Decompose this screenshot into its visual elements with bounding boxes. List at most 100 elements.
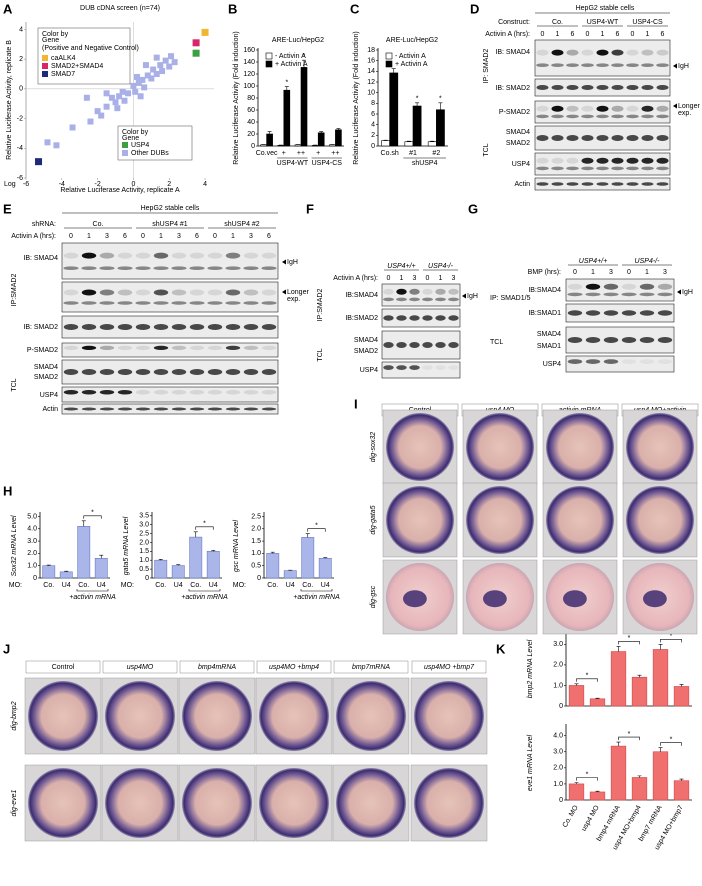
blot-band [581,182,594,186]
bar [389,72,399,147]
group-name: USP4-/- [428,263,454,270]
group-name: USP4-/- [635,258,661,265]
blot-band [225,301,241,305]
blot-band [243,345,259,350]
point [153,54,160,61]
blot-band [63,266,79,271]
panel-label: F [306,201,314,216]
point [168,53,175,60]
blot-title: HepG2 stable cells [576,5,635,12]
blot-band [641,114,654,119]
blot-band [383,342,394,348]
blot-band [261,252,277,259]
blot-band [641,166,654,171]
blot-band [656,49,669,56]
blot-band [99,289,115,296]
y-tick-label: 2.0 [139,539,149,546]
bar [294,144,302,147]
blot-band [585,310,601,316]
blot-band [153,289,169,296]
error-bar [406,140,411,142]
blot-band [135,324,151,330]
significance-bracket [576,777,598,781]
blot-band [153,324,169,330]
blot-band [566,49,579,56]
embryo [414,681,484,751]
y-axis-label: Relative Luciferase Activity (Fold induc… [233,31,240,164]
error-bar [81,520,86,527]
blot-band [207,390,223,395]
row-label: SMAD4 [354,337,378,344]
column-header: usp4MO [127,664,154,671]
point [159,68,166,75]
blot-band [585,359,601,364]
blot-band [225,369,241,375]
bar [412,105,422,147]
blot-band [243,289,259,296]
y-tick-label: 0 [19,86,23,93]
blot-band [567,337,583,343]
embryo [466,486,534,554]
embryo [105,768,175,838]
blot-band [117,390,133,395]
legend-swatch [385,52,393,60]
y-tick-label: 60 [247,107,255,114]
blot-band [566,114,579,119]
blot-band [626,84,639,91]
time-point: 0 [631,31,635,38]
blot-band [396,315,407,321]
blot-strip [565,355,675,373]
blot-band [189,345,205,350]
blot-band [611,166,624,171]
blot-band [435,297,446,302]
embryo [336,681,406,751]
row-label: IB: SMAD4 [495,49,530,56]
blot-strip [61,315,279,339]
group-label: shUSP4 [412,160,438,167]
blot-strip [381,308,461,328]
blot-band [63,407,79,411]
group-label: USP4-WT [277,160,309,167]
blot-band [153,266,169,271]
blot-band [243,301,259,305]
blot-band [581,166,594,171]
blot-band [261,390,277,395]
bar [610,745,627,801]
blot-band [566,84,579,91]
blot-band [81,324,97,330]
column-header-box [102,660,178,674]
point [53,142,60,149]
y-tick-label: 14 [367,68,375,75]
bar [631,777,648,801]
blot-band [566,166,579,171]
y-tick-label: 0 [251,143,255,150]
blot-band [656,63,669,67]
y-tick-label: 1.0 [251,550,261,557]
blot-band [626,182,639,186]
section-label: IP: SMAD2 [483,49,490,84]
blot-band [603,292,619,297]
row-label: SMAD1 [537,343,561,350]
blot-band [536,157,549,164]
bar [77,526,91,579]
legend-swatch [265,60,273,68]
time-label: Activin A (hrs): [485,31,530,38]
y-axis-label: eve1 mRNA Level [527,734,534,791]
blot-band [409,288,420,295]
blot-band [603,310,619,316]
blot-strip [61,359,279,385]
y-tick-label: 3.0 [139,522,149,529]
embryo [546,486,614,554]
y-tick-label: 100 [243,83,255,90]
section-label: TCL [483,143,490,156]
blot-band [603,283,619,290]
blot-band [81,289,97,296]
row-label: SMAD4 [506,129,530,136]
error-bar [176,564,181,566]
point [69,124,76,131]
section-label: TCL [11,378,18,391]
point [132,88,139,95]
time-point: 0 [213,233,217,240]
blot-band [656,157,669,164]
blot-band [99,390,115,395]
